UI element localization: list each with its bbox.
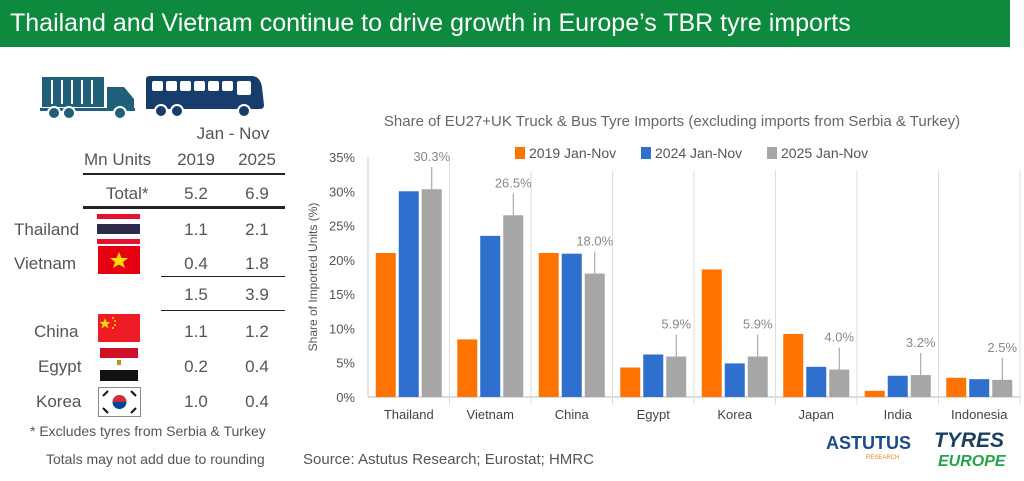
vietnam-2019: 0.4 [184, 254, 208, 273]
footnote-excludes: * Excludes tyres from Serbia & Turkey [30, 423, 266, 439]
egypt-2025: 0.4 [245, 357, 269, 376]
col-2019-header: 2019 [177, 150, 215, 169]
data-label: 5.9% [661, 317, 691, 332]
bar-india-2019 [864, 390, 885, 397]
thailand-flag-icon [97, 214, 140, 244]
data-label: 2.5% [987, 340, 1017, 355]
bar-vietnam-2025 [503, 215, 524, 397]
bar-indonesia-2025 [992, 379, 1013, 397]
bar-korea-2024 [724, 363, 745, 397]
country-egypt: Egypt [38, 357, 82, 376]
korea-flag-icon [98, 387, 141, 417]
korea-2019: 1.0 [184, 392, 208, 411]
bar-indonesia-2024 [969, 379, 990, 397]
legend-swatch [515, 147, 525, 159]
data-label: 30.3% [413, 149, 450, 164]
y-tick-label: 5% [336, 356, 355, 371]
bar-china-2024 [561, 253, 582, 397]
x-tick-label: Thailand [384, 407, 434, 422]
astutus-logo: ASTUTUS [826, 433, 911, 453]
legend-label: 2025 Jan-Nov [781, 145, 868, 161]
total-label: Total* [106, 184, 149, 203]
col-2025-header: 2025 [238, 150, 276, 169]
y-tick-label: 10% [329, 321, 355, 336]
x-tick-label: Vietnam [467, 407, 514, 422]
astutus-logo-sub: RESEARCH [866, 455, 900, 461]
bar-thailand-2025 [421, 189, 442, 397]
bar-korea-2025 [747, 356, 768, 397]
subtotal-2025: 3.9 [245, 285, 269, 304]
source-note: Source: Astutus Research; Eurostat; HMRC [303, 451, 594, 468]
legend-swatch [641, 147, 651, 159]
bar-china-2025 [584, 273, 605, 397]
korea-2025: 0.4 [245, 392, 269, 411]
bar-japan-2025 [829, 369, 850, 397]
thailand-2025: 2.1 [245, 220, 269, 239]
bar-india-2024 [887, 375, 908, 397]
vietnam-2025: 1.8 [245, 254, 269, 273]
country-china: China [34, 322, 79, 341]
bar-indonesia-2019 [946, 377, 967, 397]
x-tick-label: India [884, 407, 913, 422]
total-2019: 5.2 [184, 184, 208, 203]
data-label: 5.9% [743, 317, 773, 332]
bar-india-2025 [910, 375, 931, 397]
country-thailand: Thailand [14, 220, 80, 239]
legend-swatch [767, 147, 777, 159]
y-tick-label: 20% [329, 253, 355, 268]
y-axis-label: Share of Imported Units (%) [306, 203, 320, 352]
egypt-flag-icon [100, 348, 138, 381]
title-banner: Thailand and Vietnam continue to drive g… [0, 0, 1010, 47]
tyres-logo: TYRES [934, 429, 1005, 452]
y-tick-label: 15% [329, 287, 355, 302]
bar-china-2019 [538, 253, 559, 397]
y-tick-label: 25% [329, 219, 355, 234]
y-tick-label: 35% [329, 150, 355, 165]
bar-egypt-2025 [666, 356, 687, 397]
data-label: 4.0% [824, 330, 854, 345]
total-2025: 6.9 [245, 184, 269, 203]
bar-japan-2024 [806, 366, 827, 397]
x-tick-label: Japan [799, 407, 834, 422]
bar-egypt-2024 [643, 354, 664, 397]
china-flag-icon [98, 314, 140, 342]
legend-label: 2024 Jan-Nov [655, 145, 742, 161]
y-tick-label: 0% [336, 390, 355, 405]
footnote-rounding: Totals may not add due to rounding [46, 451, 265, 467]
truck-icon [40, 77, 135, 120]
data-label: 3.2% [906, 335, 936, 350]
period-header: Jan - Nov [196, 124, 270, 143]
china-2019: 1.1 [184, 322, 208, 341]
country-vietnam: Vietnam [14, 254, 77, 273]
vietnam-flag-icon [98, 246, 140, 274]
x-tick-label: China [555, 407, 590, 422]
legend-label: 2019 Jan-Nov [529, 145, 616, 161]
bar-vietnam-2019 [457, 339, 478, 397]
bar-thailand-2019 [375, 253, 396, 397]
egypt-2019: 0.2 [184, 357, 208, 376]
bar-japan-2019 [783, 333, 804, 397]
bus-icon [146, 76, 264, 118]
china-2025: 1.2 [245, 322, 269, 341]
x-tick-label: Korea [717, 407, 752, 422]
bar-korea-2019 [701, 269, 722, 397]
tyres-logo-europe: EUROPE [938, 453, 1006, 470]
bar-thailand-2024 [398, 191, 419, 397]
chart-title: Share of EU27+UK Truck & Bus Tyre Import… [384, 113, 960, 130]
unit-header: Mn Units [84, 150, 152, 169]
thailand-2019: 1.1 [184, 220, 208, 239]
subtotal-2019: 1.5 [184, 285, 208, 304]
country-korea: Korea [36, 392, 82, 411]
data-label: 26.5% [495, 175, 532, 190]
bar-vietnam-2024 [480, 235, 501, 397]
x-tick-label: Egypt [637, 407, 671, 422]
bar-egypt-2019 [620, 367, 641, 397]
x-tick-label: Indonesia [951, 407, 1008, 422]
y-tick-label: 30% [329, 184, 355, 199]
data-label: 18.0% [576, 234, 613, 249]
